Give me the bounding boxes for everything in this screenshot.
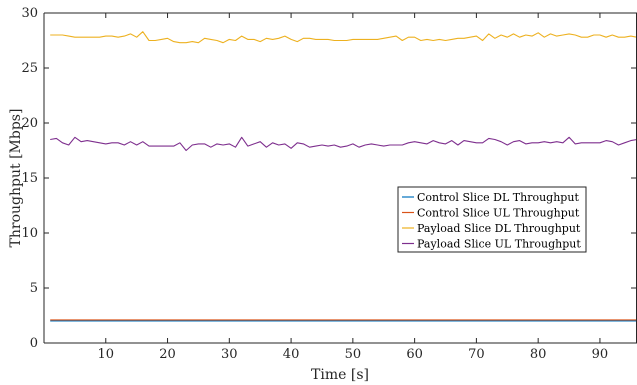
legend-label-0: Control Slice DL Throughput — [417, 191, 579, 204]
y-tick-label: 15 — [21, 171, 38, 186]
x-tick-label: 30 — [221, 347, 238, 362]
x-tick-label: 40 — [283, 347, 300, 362]
y-tick-label: 25 — [21, 61, 38, 76]
plot-area — [44, 13, 637, 343]
legend-label-1: Control Slice UL Throughput — [417, 207, 580, 220]
y-tick-label: 30 — [21, 6, 38, 21]
x-tick-label: 90 — [592, 347, 609, 362]
series-layer — [50, 31, 637, 322]
legend-label-3: Payload Slice UL Throughput — [417, 238, 581, 251]
y-tick-label: 20 — [21, 116, 38, 131]
legend-box — [397, 186, 587, 253]
series-line-3 — [50, 136, 637, 152]
series-line-2 — [50, 31, 637, 44]
legend-label-2: Payload Slice DL Throughput — [417, 222, 581, 235]
x-tick-label: 80 — [530, 347, 547, 362]
x-tick-label: 60 — [406, 347, 423, 362]
x-tick-label: 20 — [159, 347, 176, 362]
x-axis-title: Time [s] — [311, 367, 369, 383]
legend: Control Slice DL Throughput Control Slice… — [397, 186, 587, 253]
y-tick-label: 10 — [21, 226, 38, 241]
x-tick-label: 10 — [97, 347, 114, 362]
y-tick-label: 5 — [30, 281, 38, 296]
y-axis-title: Throughput [Mbps] — [8, 109, 24, 248]
x-tick-label: 50 — [345, 347, 362, 362]
x-tick-label: 70 — [468, 347, 485, 362]
y-tick-label: 0 — [30, 336, 38, 351]
ticks-layer: 10 20 30 40 50 60 70 80 90 0 5 10 15 20 25 30 — [21, 6, 636, 362]
